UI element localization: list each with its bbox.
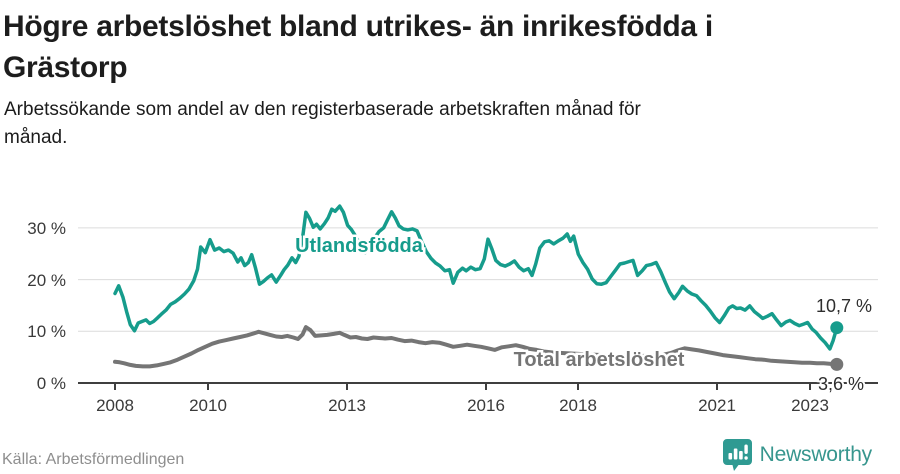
series-total-arbetsloshet — [113, 325, 844, 371]
total-end-value-label: 3,6 % — [818, 374, 864, 394]
x-tick-label-2013: 2013 — [328, 396, 366, 415]
page-subtitle-line-2: månad. — [4, 127, 68, 148]
y-tick-label-30: 30 % — [27, 219, 66, 238]
utlandsfodda-line — [113, 204, 839, 351]
newsworthy-brand-link[interactable]: Newsworthy — [722, 438, 872, 472]
x-tick-label-2021: 2021 — [698, 396, 736, 415]
newsworthy-wordmark: Newsworthy — [759, 443, 873, 466]
page-subtitle: Arbetssökande som andel av den registerb… — [4, 96, 898, 152]
utlandsfodda-end-value-label: 10,7 % — [816, 296, 872, 316]
series-utlandsfodda — [113, 204, 844, 351]
x-tick-label-2023: 2023 — [791, 396, 829, 415]
total-series-label: Total arbetslöshet — [514, 349, 685, 371]
utlandsfodda-series-label: Utlandsfödda — [295, 235, 424, 257]
y-tick-label-20: 20 % — [27, 271, 66, 290]
page-title-line-2: Grästorp — [3, 51, 128, 84]
page-subtitle-line-1: Arbetssökande som andel av den registerb… — [4, 99, 641, 120]
newsworthy-logo-icon — [722, 438, 753, 472]
total-end-dot — [830, 357, 844, 371]
x-tick-label-2016: 2016 — [467, 396, 505, 415]
x-tick-label-2010: 2010 — [189, 396, 227, 415]
y-tick-label-10: 10 % — [27, 322, 66, 341]
page-title-line-1: Högre arbetslöshet bland utrikes- än inr… — [3, 10, 713, 43]
total-line — [113, 325, 839, 369]
x-tick-label-2008: 2008 — [96, 396, 134, 415]
x-tick-label-2018: 2018 — [559, 396, 597, 415]
source-note: Källa: Arbetsförmedlingen — [2, 451, 185, 468]
page-title: Högre arbetslöshet bland utrikes- än inr… — [3, 6, 897, 88]
y-tick-label-0: 0 % — [37, 374, 66, 393]
utlandsfodda-end-dot — [830, 321, 844, 335]
